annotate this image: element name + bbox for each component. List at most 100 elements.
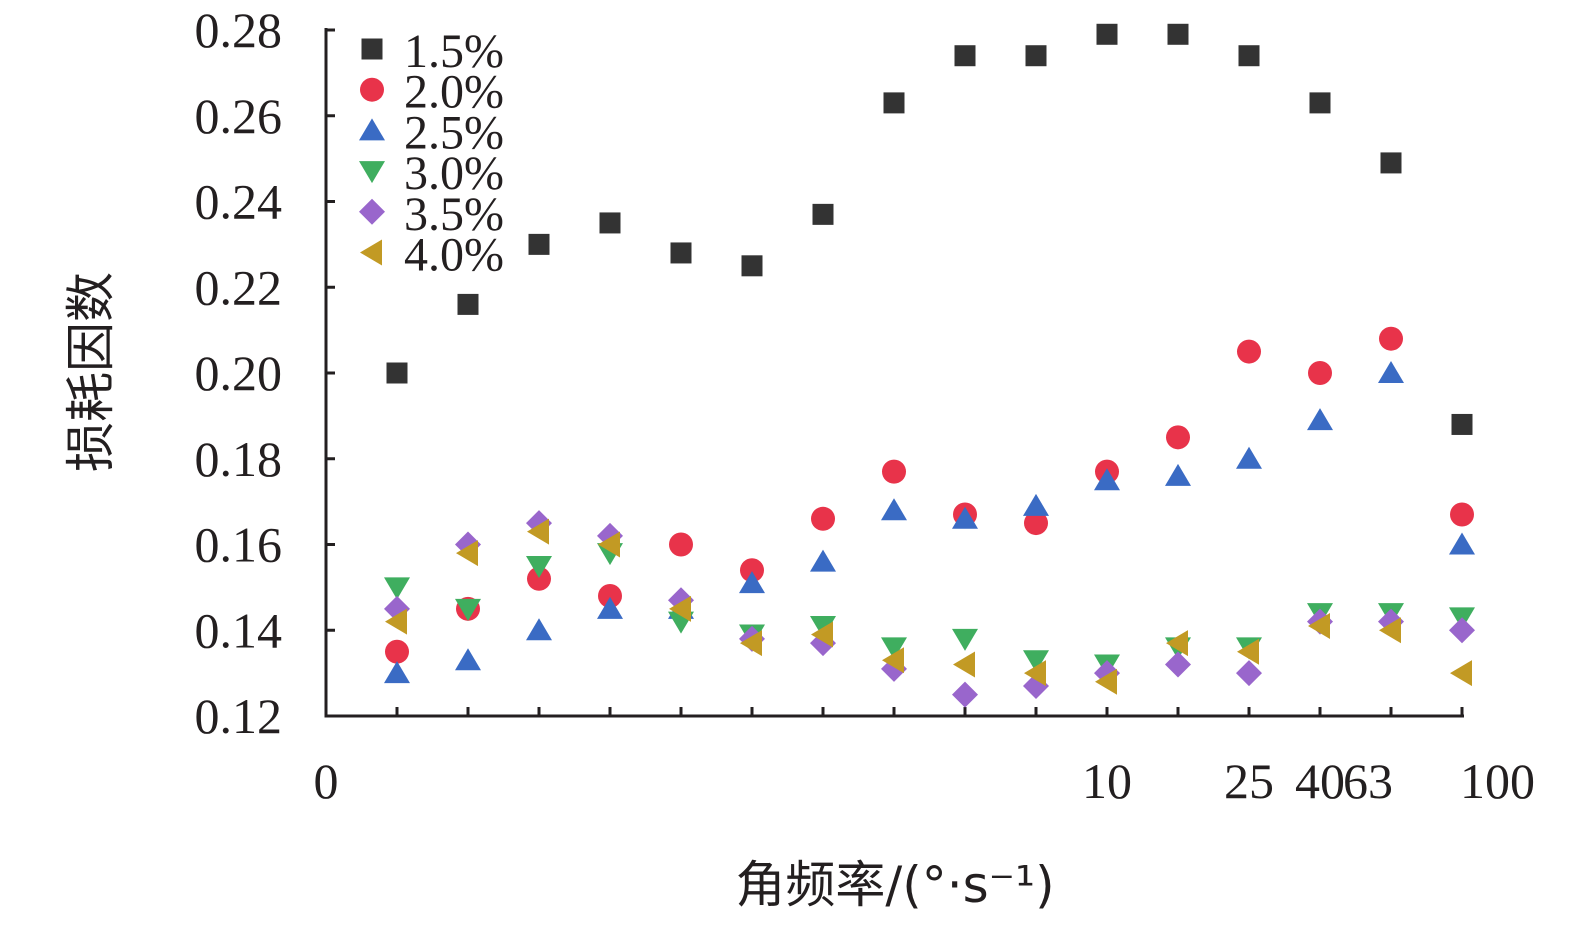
data-point — [1166, 425, 1190, 450]
data-point — [1449, 532, 1475, 555]
data-point — [1165, 651, 1191, 678]
data-point — [669, 532, 693, 557]
data-point — [526, 618, 552, 641]
data-point — [883, 92, 905, 114]
legend-marker — [360, 77, 384, 102]
data-point — [1237, 638, 1259, 665]
legend-label: 1.5% — [404, 25, 504, 78]
data-point — [882, 459, 906, 484]
y-tick-label: 0.22 — [195, 259, 283, 315]
series-3.0% — [384, 543, 1475, 677]
data-point — [1309, 92, 1331, 114]
legend-label: 3.5% — [404, 188, 504, 241]
data-point — [740, 630, 762, 657]
data-point — [384, 577, 410, 600]
data-point — [739, 571, 765, 594]
y-tick-label: 0.16 — [195, 517, 283, 573]
data-point — [1095, 668, 1117, 695]
legend-label: 4.0% — [404, 229, 504, 282]
data-points — [384, 23, 1475, 708]
data-point — [1024, 660, 1046, 687]
data-point — [1167, 23, 1189, 45]
data-point — [527, 566, 551, 591]
legend-marker — [359, 198, 385, 225]
data-point — [1166, 630, 1188, 657]
x-axis-label: 角频率/(°·s⁻¹) — [735, 856, 1054, 914]
data-point — [528, 233, 550, 255]
legend-label: 2.0% — [404, 66, 504, 119]
legend-label: 2.5% — [404, 106, 504, 159]
data-point — [455, 598, 481, 621]
data-point — [1450, 502, 1474, 527]
data-point — [527, 518, 549, 545]
legend-marker — [361, 38, 383, 60]
data-point — [1307, 408, 1333, 431]
data-point — [1308, 612, 1330, 639]
data-point — [881, 637, 907, 660]
x-tick-label: 40 — [1295, 753, 1345, 809]
x-tick-label: 10 — [1082, 753, 1132, 809]
data-point — [1237, 339, 1261, 364]
y-tick-label: 0.12 — [195, 688, 283, 744]
y-axis-ticks: 0.12 0.14 0.16 0.18 0.20 0.22 0.24 0.26 0.28 — [195, 2, 335, 744]
data-point — [1379, 617, 1401, 644]
y-tick-label: 0.24 — [195, 174, 283, 230]
data-point — [385, 608, 407, 635]
data-point — [812, 203, 834, 225]
y-tick-label: 0.28 — [195, 2, 283, 58]
series-1.5% — [386, 23, 1473, 435]
y-tick-label: 0.20 — [195, 345, 283, 401]
data-point — [953, 651, 975, 678]
data-point — [456, 540, 478, 567]
legend-marker — [360, 239, 382, 266]
data-point — [740, 558, 764, 583]
x-tick-label: 63 — [1343, 753, 1393, 809]
data-point — [1094, 468, 1120, 491]
data-point — [954, 45, 976, 67]
y-tick-label: 0.14 — [195, 602, 283, 658]
data-point — [1378, 361, 1404, 383]
data-point — [811, 506, 835, 531]
data-point — [882, 647, 904, 674]
data-point — [1025, 45, 1047, 67]
data-point — [952, 628, 978, 651]
data-point — [597, 596, 623, 619]
y-tick-label: 0.18 — [195, 431, 283, 487]
series-2.0% — [385, 326, 1474, 664]
data-point — [952, 681, 978, 708]
data-point — [741, 255, 763, 277]
data-point — [1380, 152, 1402, 174]
data-point — [811, 621, 833, 648]
data-point — [1238, 45, 1260, 67]
data-point — [952, 506, 978, 529]
data-point — [386, 362, 408, 384]
data-point — [1451, 413, 1473, 435]
data-point — [455, 648, 481, 671]
data-point — [457, 293, 479, 315]
y-axis-label: 损耗因数 — [62, 272, 120, 472]
data-point — [810, 549, 836, 572]
x-tick-label: 100 — [1460, 753, 1535, 809]
data-point — [1450, 660, 1472, 687]
data-point — [1165, 463, 1191, 486]
data-point — [1023, 650, 1049, 673]
data-point — [670, 242, 692, 264]
legend-label: 3.0% — [404, 147, 504, 200]
x-tick-label: 0 — [314, 753, 339, 809]
data-point — [1024, 511, 1048, 536]
x-tick-label: 25 — [1224, 753, 1274, 809]
series-4.0% — [385, 518, 1472, 695]
data-point — [1379, 326, 1403, 351]
data-point — [1096, 23, 1118, 45]
data-point — [599, 212, 621, 234]
legend: 1.5%2.0%2.5%3.0%3.5%4.0% — [359, 25, 504, 282]
data-point — [1449, 617, 1475, 644]
data-point — [1236, 446, 1262, 469]
data-point — [810, 615, 836, 638]
data-point — [598, 531, 620, 558]
data-point — [598, 583, 622, 608]
data-point — [669, 595, 691, 622]
data-point — [526, 555, 552, 578]
